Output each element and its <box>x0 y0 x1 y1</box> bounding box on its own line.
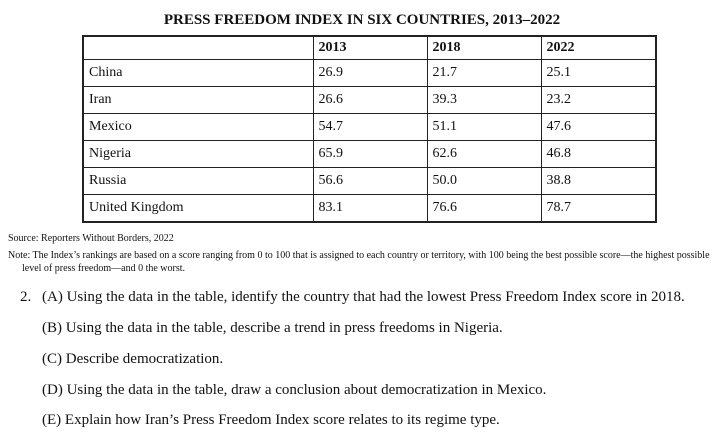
header-2022: 2022 <box>540 35 657 60</box>
question-part-b: (B) Using the data in the table, describ… <box>42 320 503 336</box>
score-2022-cell: 47.6 <box>540 113 657 141</box>
score-2018-cell: 76.6 <box>426 194 542 223</box>
country-cell: United Kingdom <box>82 194 314 223</box>
table-title: PRESS FREEDOM INDEX IN SIX COUNTRIES, 20… <box>163 12 561 28</box>
country-cell: China <box>82 59 314 87</box>
note-text: Note: The Index’s rankings are based on … <box>8 250 710 274</box>
score-2013-cell: 65.9 <box>312 140 428 168</box>
score-2022-cell: 78.7 <box>540 194 657 223</box>
score-2022-cell: 25.1 <box>540 59 657 87</box>
question-part-e: (E) Explain how Iran’s Press Freedom Ind… <box>42 412 500 428</box>
table-row: Mexico 54.7 51.1 47.6 <box>82 113 657 141</box>
score-2018-cell: 39.3 <box>426 86 542 114</box>
country-cell: Mexico <box>82 113 314 141</box>
score-2018-cell: 51.1 <box>426 113 542 141</box>
score-2013-cell: 56.6 <box>312 167 428 195</box>
score-2013-cell: 26.9 <box>312 59 428 87</box>
question-part-text: (A) Using the data in the table, identif… <box>42 289 685 305</box>
table-row: Nigeria 65.9 62.6 46.8 <box>82 140 657 168</box>
header-2013: 2013 <box>312 35 428 60</box>
score-2013-cell: 83.1 <box>312 194 428 223</box>
table-row: United Kingdom 83.1 76.6 78.7 <box>82 194 657 223</box>
score-2013-cell: 54.7 <box>312 113 428 141</box>
score-2022-cell: 23.2 <box>540 86 657 114</box>
score-2022-cell: 46.8 <box>540 140 657 168</box>
country-cell: Russia <box>82 167 314 195</box>
question-part-c: (C) Describe democratization. <box>42 351 224 367</box>
score-2018-cell: 21.7 <box>426 59 542 87</box>
score-2018-cell: 62.6 <box>426 140 542 168</box>
source-line: Source: Reporters Without Borders, 2022 <box>8 233 174 244</box>
country-cell: Nigeria <box>82 140 314 168</box>
header-blank <box>82 35 314 60</box>
table-header-row: 2013 2018 2022 <box>82 35 657 60</box>
score-2022-cell: 38.8 <box>540 167 657 195</box>
score-2018-cell: 50.0 <box>426 167 542 195</box>
score-2013-cell: 26.6 <box>312 86 428 114</box>
press-freedom-table: 2013 2018 2022 China 26.9 21.7 25.1 Iran… <box>82 35 657 223</box>
question-number: 2. <box>20 289 32 305</box>
question-part-d: (D) Using the data in the table, draw a … <box>42 382 547 398</box>
country-cell: Iran <box>82 86 314 114</box>
table-row: China 26.9 21.7 25.1 <box>82 59 657 87</box>
table-row: Russia 56.6 50.0 38.8 <box>82 167 657 195</box>
question-part-a: 2. (A) Using the data in the table, ident… <box>20 289 685 306</box>
header-2018: 2018 <box>426 35 542 60</box>
table-row: Iran 26.6 39.3 23.2 <box>82 86 657 114</box>
